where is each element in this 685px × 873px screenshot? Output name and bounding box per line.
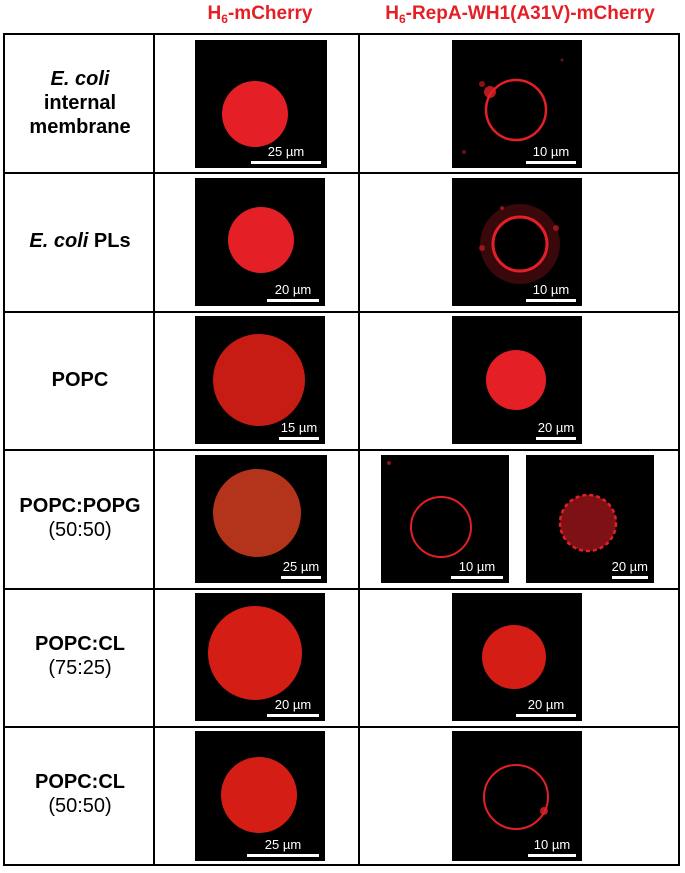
micrograph-repa-popc-cl-50-50: 10 µm (452, 731, 582, 861)
scale-bar: 20 µm (611, 560, 648, 579)
vesicle-image (387, 461, 472, 558)
figure-grid: E. coli internal membrane E. coli PLs PO… (3, 33, 680, 866)
vesicle-image (213, 469, 301, 557)
scale-bar: 15 µm (279, 421, 319, 440)
vesicle-image (228, 207, 294, 273)
scale-bar: 20 µm (516, 698, 576, 717)
vesicle-image (483, 764, 549, 830)
scale-bar: 20 µm (267, 283, 319, 302)
row-label-popc-cl-50-50: POPC:CL (50:50) (35, 771, 125, 817)
vesicle-image (208, 606, 302, 700)
scale-bar: 10 µm (526, 145, 576, 164)
vesicle-image (482, 625, 546, 689)
micrograph-mcherry-popc: 15 µm (195, 316, 325, 444)
micrograph-repa-popc-popg-b: 20 µm (526, 455, 654, 583)
scale-bar: 10 µm (528, 838, 576, 857)
micrograph-mcherry-ecoli-pls: 20 µm (195, 178, 325, 306)
row-divider (5, 726, 678, 728)
micrograph-repa-popc-cl-75-25: 20 µm (452, 593, 582, 721)
row-label-ecoli-pls: E. coli PLs (29, 230, 131, 252)
vesicle-image (479, 204, 560, 284)
row-label-popc-cl-75-25: POPC:CL (75:25) (35, 633, 125, 679)
micrograph-mcherry-popc-cl-75-25: 20 µm (195, 593, 325, 721)
scale-bar: 10 µm (451, 560, 503, 579)
scale-bar: 20 µm (267, 698, 319, 717)
vesicle-image (558, 493, 618, 553)
row-divider (5, 449, 678, 451)
row-label-ecoli-internal-membrane: E. coli internal membrane (29, 68, 131, 138)
scale-bar: 10 µm (526, 283, 576, 302)
micrograph-mcherry-ecoli-internal-membrane: 25 µm (195, 40, 327, 168)
row-label-popc: POPC (51, 369, 109, 391)
row-divider (5, 172, 678, 174)
micrograph-mcherry-popc-popg: 25 µm (195, 455, 327, 583)
vesicle-image (486, 350, 546, 410)
micrograph-repa-ecoli-internal-membrane: 10 µm (452, 40, 582, 168)
vesicle-image (462, 58, 564, 154)
vesicle-image (222, 81, 288, 147)
column-header-mcherry: H6-mCherry (207, 3, 313, 26)
micrograph-mcherry-popc-cl-50-50: 25 µm (195, 731, 325, 861)
scale-bar: 25 µm (247, 838, 319, 857)
micrograph-repa-popc-popg-a: 10 µm (381, 455, 509, 583)
micrograph-repa-popc: 20 µm (452, 316, 582, 444)
vesicle-image (213, 334, 305, 426)
vesicle-image (221, 757, 297, 833)
micrograph-repa-ecoli-pls: 10 µm (452, 178, 582, 306)
scale-bar: 25 µm (251, 145, 321, 164)
column-header-repa-wh1-mcherry: H6-RepA-WH1(A31V)-mCherry (385, 3, 655, 26)
scale-bar: 25 µm (281, 560, 321, 579)
scale-bar: 20 µm (536, 421, 576, 440)
row-label-popc-popg: POPC:POPG (50:50) (19, 495, 141, 541)
row-divider (5, 588, 678, 590)
row-divider (5, 311, 678, 313)
